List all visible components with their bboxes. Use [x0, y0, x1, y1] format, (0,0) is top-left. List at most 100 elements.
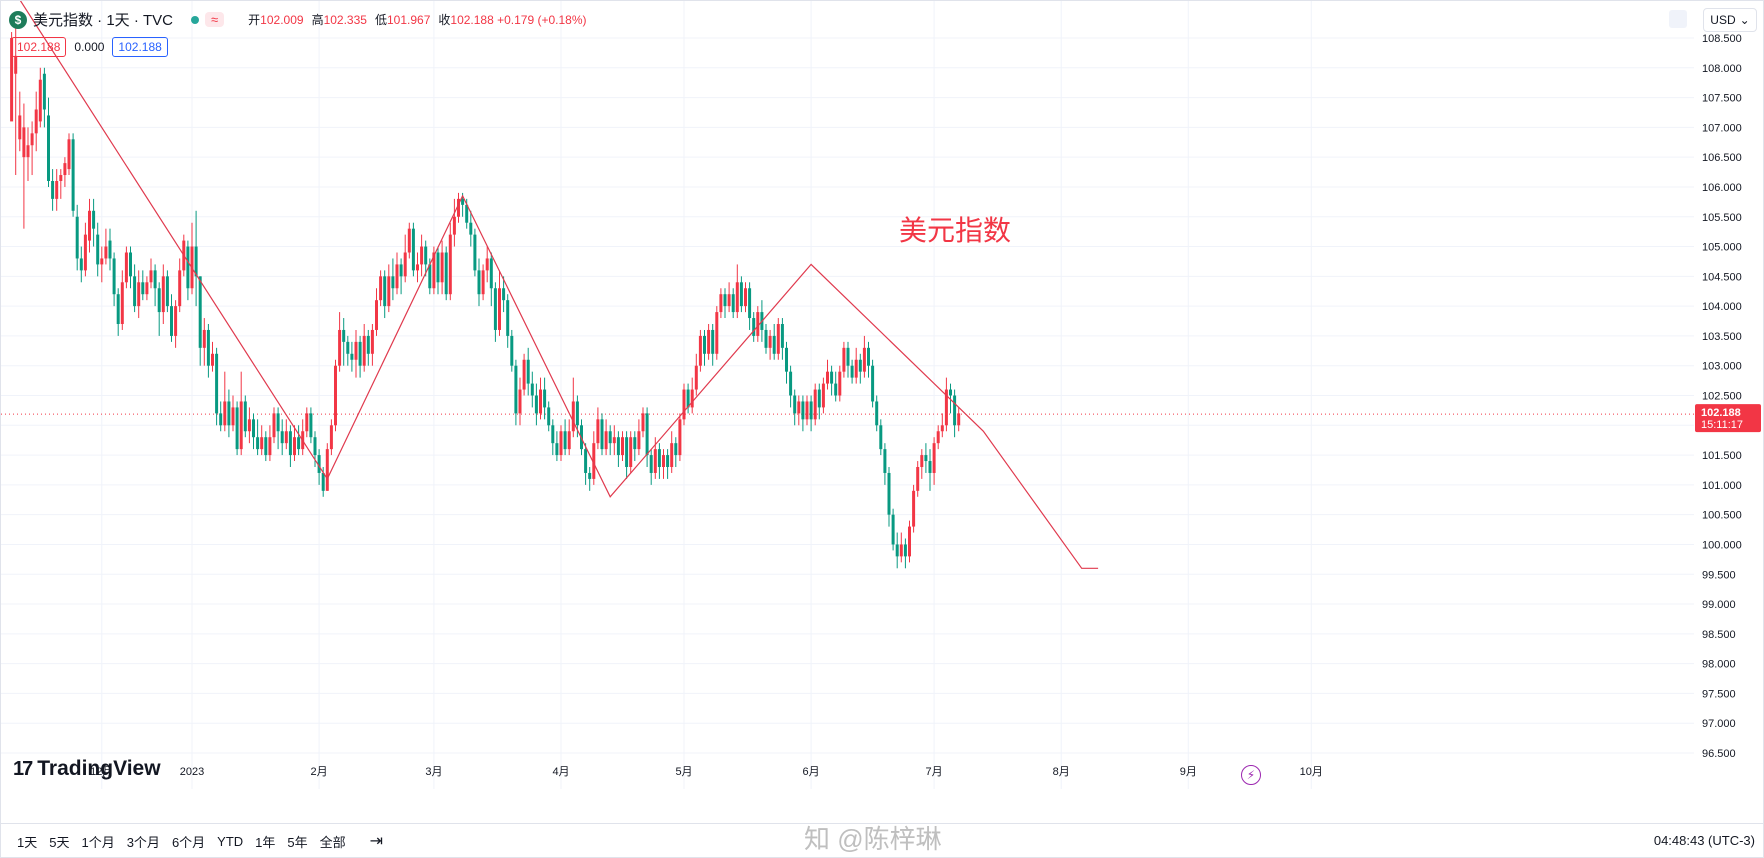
candle[interactable] [141, 270, 145, 301]
candle[interactable] [514, 359, 518, 426]
candle[interactable] [912, 484, 916, 533]
candle[interactable] [358, 335, 362, 378]
candle[interactable] [813, 383, 817, 426]
candle[interactable] [47, 97, 50, 187]
candle[interactable] [604, 419, 608, 456]
candle[interactable] [543, 377, 547, 420]
candle[interactable] [616, 431, 620, 467]
candle[interactable] [34, 91, 38, 152]
candle[interactable] [178, 258, 182, 313]
candle[interactable] [608, 425, 612, 456]
candle[interactable] [194, 210, 198, 307]
candle[interactable] [551, 419, 555, 456]
candle[interactable] [362, 324, 366, 372]
candle[interactable] [288, 425, 292, 467]
candle[interactable] [662, 449, 665, 479]
candle[interactable] [293, 425, 296, 462]
price-plot[interactable]: 12月 2023 2月 3月 4月 5月 6月 7月 8月 9月 10月 [1, 1, 1694, 789]
candle[interactable] [502, 276, 506, 313]
candle[interactable] [645, 407, 649, 467]
candle[interactable] [92, 198, 96, 247]
candle[interactable] [375, 288, 378, 336]
candle[interactable] [100, 246, 104, 283]
lightning-icon[interactable]: ⚡ [1241, 765, 1261, 785]
candle[interactable] [584, 443, 588, 485]
candle[interactable] [227, 389, 231, 438]
candle[interactable] [161, 264, 165, 324]
candle[interactable] [559, 425, 563, 462]
candle[interactable] [756, 306, 760, 342]
candle[interactable] [71, 133, 75, 217]
candle[interactable] [858, 353, 862, 384]
symbol-title[interactable]: 美元指数 · 1天 · TVC [33, 12, 174, 29]
candle[interactable] [768, 329, 772, 360]
range-1y-button[interactable]: 1年 [255, 834, 276, 850]
candle[interactable] [567, 419, 571, 456]
candle[interactable] [649, 449, 653, 485]
candle[interactable] [276, 407, 280, 450]
candle[interactable] [809, 395, 813, 432]
candle[interactable] [711, 324, 715, 366]
candle[interactable] [14, 14, 18, 176]
candle[interactable] [170, 294, 173, 342]
candle[interactable] [670, 431, 674, 473]
candle[interactable] [67, 133, 71, 176]
tradingview-logo[interactable]: 17 TradingView [13, 757, 161, 781]
candle[interactable] [338, 312, 342, 372]
candle[interactable] [772, 324, 776, 360]
candle[interactable] [830, 365, 834, 396]
currency-selector[interactable]: USD ⌄ [1703, 8, 1757, 32]
candle[interactable] [928, 449, 932, 491]
candle[interactable] [957, 407, 961, 432]
range-3m-button[interactable]: 3个月 [126, 834, 160, 850]
range-6m-button[interactable]: 6个月 [171, 834, 206, 850]
candle[interactable] [924, 443, 928, 473]
candle[interactable] [883, 443, 887, 485]
candle[interactable] [678, 413, 682, 462]
range-1m-button[interactable]: 1个月 [81, 834, 115, 850]
candle[interactable] [239, 371, 243, 456]
candle[interactable] [55, 169, 59, 211]
candle[interactable] [354, 329, 358, 378]
candle[interactable] [522, 353, 526, 396]
candle[interactable] [411, 222, 415, 277]
candle[interactable] [694, 353, 698, 396]
candle[interactable] [686, 383, 690, 414]
candle[interactable] [391, 258, 395, 301]
candle[interactable] [153, 264, 157, 307]
range-ytd-button[interactable]: YTD [217, 833, 244, 849]
candle[interactable] [108, 228, 112, 271]
candle[interactable] [862, 335, 866, 378]
candle[interactable] [112, 252, 116, 307]
clock-display[interactable]: 04:48:43 (UTC-3) [1653, 833, 1755, 848]
candle[interactable] [797, 395, 801, 426]
candle[interactable] [301, 419, 305, 456]
candle[interactable] [727, 282, 731, 313]
candle[interactable] [891, 508, 895, 551]
candle[interactable] [764, 324, 768, 354]
candle[interactable] [59, 169, 63, 199]
candle[interactable] [481, 264, 485, 301]
candle[interactable] [79, 246, 83, 283]
candle[interactable] [104, 228, 108, 265]
candle[interactable] [637, 419, 641, 456]
candle[interactable] [555, 431, 559, 462]
candle[interactable] [547, 401, 551, 432]
candle[interactable] [854, 347, 858, 384]
candle[interactable] [88, 198, 91, 253]
candle[interactable] [18, 91, 22, 152]
candle[interactable] [489, 252, 493, 307]
candle[interactable] [256, 419, 260, 456]
candle[interactable] [612, 425, 616, 456]
candle[interactable] [440, 240, 444, 295]
candle[interactable] [817, 383, 821, 420]
candle[interactable] [498, 270, 501, 336]
candle[interactable] [124, 246, 128, 289]
candle[interactable] [96, 222, 100, 277]
candle[interactable] [309, 407, 313, 444]
candle[interactable] [174, 300, 178, 348]
candle[interactable] [206, 324, 210, 378]
candle[interactable] [75, 204, 79, 271]
candle[interactable] [325, 443, 329, 491]
candle[interactable] [165, 270, 169, 313]
